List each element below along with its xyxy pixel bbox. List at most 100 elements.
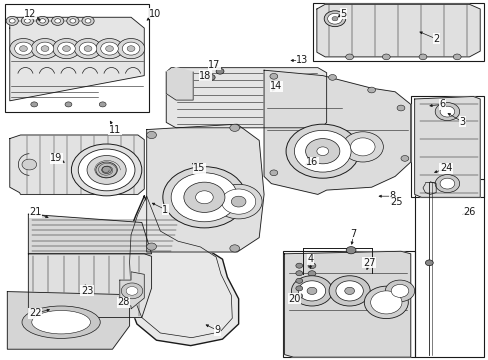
Circle shape xyxy=(295,263,302,268)
Text: 3: 3 xyxy=(458,117,464,127)
Text: 22: 22 xyxy=(29,308,41,318)
Circle shape xyxy=(87,156,126,184)
Bar xyxy=(282,251,414,357)
Circle shape xyxy=(396,105,404,111)
Circle shape xyxy=(350,138,374,156)
Circle shape xyxy=(31,39,59,59)
Circle shape xyxy=(269,73,277,79)
Circle shape xyxy=(99,102,106,107)
Circle shape xyxy=(62,46,70,51)
Text: 10: 10 xyxy=(149,9,162,19)
Text: 9: 9 xyxy=(214,325,220,336)
Circle shape xyxy=(382,54,389,60)
Bar xyxy=(312,3,483,61)
Circle shape xyxy=(207,75,215,80)
Text: 5: 5 xyxy=(340,9,346,19)
Circle shape xyxy=(305,139,339,164)
Circle shape xyxy=(105,46,113,51)
Circle shape xyxy=(324,11,345,27)
Circle shape xyxy=(231,196,245,207)
Text: 1: 1 xyxy=(162,204,168,215)
Circle shape xyxy=(307,279,315,284)
Text: 27: 27 xyxy=(362,258,375,268)
Circle shape xyxy=(79,42,97,55)
Text: 4: 4 xyxy=(307,254,313,264)
Polygon shape xyxy=(414,96,479,197)
Circle shape xyxy=(439,178,454,189)
Ellipse shape xyxy=(6,16,19,25)
Circle shape xyxy=(345,54,353,60)
Circle shape xyxy=(307,263,315,269)
Circle shape xyxy=(306,287,316,294)
Circle shape xyxy=(385,280,414,302)
Text: 13: 13 xyxy=(295,55,308,66)
Circle shape xyxy=(307,287,315,292)
Circle shape xyxy=(298,281,325,301)
Text: 8: 8 xyxy=(389,191,395,201)
Ellipse shape xyxy=(70,19,76,23)
Circle shape xyxy=(96,162,117,178)
Circle shape xyxy=(295,286,302,291)
Circle shape xyxy=(418,54,426,60)
Text: 14: 14 xyxy=(269,81,282,91)
Text: 19: 19 xyxy=(50,153,62,163)
Circle shape xyxy=(434,175,459,193)
Circle shape xyxy=(96,39,123,59)
Ellipse shape xyxy=(85,19,91,23)
Circle shape xyxy=(122,42,140,55)
Circle shape xyxy=(452,54,460,60)
Circle shape xyxy=(10,39,37,59)
Circle shape xyxy=(346,247,355,254)
Polygon shape xyxy=(166,68,326,128)
Circle shape xyxy=(71,144,142,196)
Circle shape xyxy=(370,291,401,314)
Text: 15: 15 xyxy=(193,163,205,174)
Circle shape xyxy=(425,260,432,266)
Circle shape xyxy=(364,286,407,319)
Circle shape xyxy=(229,124,239,131)
Text: 28: 28 xyxy=(117,297,129,307)
Ellipse shape xyxy=(40,19,45,23)
Circle shape xyxy=(269,170,277,176)
Circle shape xyxy=(22,159,37,170)
Circle shape xyxy=(295,278,302,283)
Text: 16: 16 xyxy=(305,157,318,167)
Circle shape xyxy=(295,271,302,276)
Circle shape xyxy=(53,39,80,59)
Circle shape xyxy=(78,149,135,191)
Circle shape xyxy=(65,102,72,107)
Circle shape xyxy=(307,271,315,276)
Text: 23: 23 xyxy=(81,286,93,296)
Ellipse shape xyxy=(36,16,48,25)
Text: 7: 7 xyxy=(350,229,356,239)
Circle shape xyxy=(84,46,92,51)
Circle shape xyxy=(15,42,32,55)
Polygon shape xyxy=(28,254,151,318)
Polygon shape xyxy=(7,292,129,349)
Circle shape xyxy=(31,102,38,107)
Circle shape xyxy=(183,182,224,212)
Polygon shape xyxy=(264,70,410,194)
Ellipse shape xyxy=(51,16,63,25)
Ellipse shape xyxy=(22,306,100,338)
Circle shape xyxy=(121,283,142,299)
Text: 20: 20 xyxy=(287,294,300,304)
Circle shape xyxy=(58,42,75,55)
Circle shape xyxy=(127,46,135,51)
Text: 6: 6 xyxy=(439,99,445,109)
Text: 21: 21 xyxy=(29,207,41,217)
Polygon shape xyxy=(10,17,144,101)
Circle shape xyxy=(335,281,363,301)
Polygon shape xyxy=(284,251,410,357)
Circle shape xyxy=(163,167,245,228)
Text: 18: 18 xyxy=(199,71,211,81)
Polygon shape xyxy=(316,4,479,57)
Text: 12: 12 xyxy=(24,9,37,19)
Circle shape xyxy=(215,184,262,219)
Circle shape xyxy=(342,132,383,162)
Circle shape xyxy=(41,46,49,51)
Ellipse shape xyxy=(66,16,79,25)
Circle shape xyxy=(146,243,156,250)
Circle shape xyxy=(291,276,332,306)
Polygon shape xyxy=(146,124,264,252)
